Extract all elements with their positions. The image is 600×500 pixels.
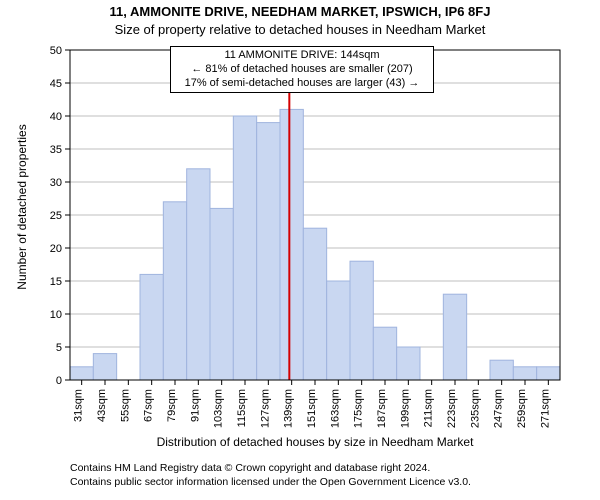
histogram-bar [303,228,326,380]
histogram-bar [537,367,560,380]
histogram-bar [397,347,420,380]
svg-text:25: 25 [50,210,62,222]
svg-text:0: 0 [56,375,62,387]
annotation-l3: 17% of semi-detached houses are larger (… [177,77,427,91]
svg-text:151sqm: 151sqm [306,389,318,428]
svg-text:235sqm: 235sqm [469,389,481,428]
svg-text:223sqm: 223sqm [446,389,458,428]
annotation-l1: 11 AMMONITE DRIVE: 144sqm [177,49,427,63]
histogram-bar [373,327,396,380]
svg-text:91sqm: 91sqm [189,389,201,422]
histogram-bar [70,367,93,380]
histogram-bar [327,281,350,380]
svg-text:139sqm: 139sqm [283,389,295,428]
histogram-bar [93,354,116,380]
svg-text:40: 40 [50,111,62,123]
svg-text:43sqm: 43sqm [96,389,108,422]
svg-text:30: 30 [50,177,62,189]
svg-text:5: 5 [56,342,62,354]
svg-text:15: 15 [50,276,62,288]
svg-text:10: 10 [50,309,62,321]
svg-text:31sqm: 31sqm [73,389,85,422]
svg-text:259sqm: 259sqm [516,389,528,428]
histogram-bar [513,367,536,380]
footer-l2: Contains public sector information licen… [70,476,570,490]
histogram-bar [140,274,163,380]
svg-text:163sqm: 163sqm [329,389,341,428]
histogram-bar [233,116,256,380]
svg-text:50: 50 [50,45,62,57]
svg-text:79sqm: 79sqm [166,389,178,422]
svg-text:187sqm: 187sqm [376,389,388,428]
histogram-bar [163,202,186,380]
histogram-bar [443,294,466,380]
svg-text:35: 35 [50,144,62,156]
histogram-bar [210,208,233,380]
svg-text:20: 20 [50,243,62,255]
svg-text:55sqm: 55sqm [119,389,131,422]
x-axis-label: Distribution of detached houses by size … [70,435,560,449]
histogram-bar [187,169,210,380]
svg-text:211sqm: 211sqm [423,389,435,427]
svg-text:175sqm: 175sqm [353,389,365,428]
svg-text:247sqm: 247sqm [493,389,505,428]
svg-text:199sqm: 199sqm [399,389,411,428]
svg-text:127sqm: 127sqm [259,389,271,428]
y-axis-label: Number of detached properties [15,97,29,317]
svg-text:103sqm: 103sqm [213,389,225,428]
histogram-bar [280,109,303,380]
svg-text:271sqm: 271sqm [539,389,551,428]
histogram-bar [257,123,280,380]
histogram-bar [490,360,513,380]
svg-text:45: 45 [50,78,62,90]
footer-l1: Contains HM Land Registry data © Crown c… [70,462,570,476]
svg-text:115sqm: 115sqm [236,389,248,427]
histogram-bar [350,261,373,380]
svg-text:67sqm: 67sqm [143,389,155,422]
footer: Contains HM Land Registry data © Crown c… [70,462,570,489]
annotation-l2: ← 81% of detached houses are smaller (20… [177,63,427,77]
annotation-box: 11 AMMONITE DRIVE: 144sqm ← 81% of detac… [170,46,434,93]
